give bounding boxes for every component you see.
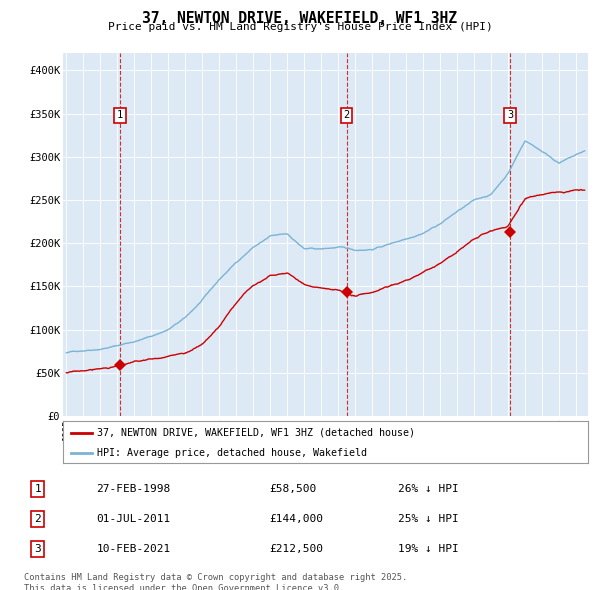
Text: 10-FEB-2021: 10-FEB-2021 xyxy=(97,545,171,554)
Text: 1: 1 xyxy=(35,484,41,494)
Text: 37, NEWTON DRIVE, WAKEFIELD, WF1 3HZ (detached house): 37, NEWTON DRIVE, WAKEFIELD, WF1 3HZ (de… xyxy=(97,428,415,438)
Text: 25% ↓ HPI: 25% ↓ HPI xyxy=(398,514,458,524)
Text: £58,500: £58,500 xyxy=(269,484,317,494)
Text: HPI: Average price, detached house, Wakefield: HPI: Average price, detached house, Wake… xyxy=(97,448,367,457)
Text: 01-JUL-2011: 01-JUL-2011 xyxy=(97,514,171,524)
Text: Price paid vs. HM Land Registry's House Price Index (HPI): Price paid vs. HM Land Registry's House … xyxy=(107,22,493,32)
Text: 2: 2 xyxy=(35,514,41,524)
Text: 3: 3 xyxy=(35,545,41,554)
Text: Contains HM Land Registry data © Crown copyright and database right 2025.
This d: Contains HM Land Registry data © Crown c… xyxy=(24,573,407,590)
Text: 19% ↓ HPI: 19% ↓ HPI xyxy=(398,545,458,554)
Text: 37, NEWTON DRIVE, WAKEFIELD, WF1 3HZ: 37, NEWTON DRIVE, WAKEFIELD, WF1 3HZ xyxy=(143,11,458,25)
Text: £144,000: £144,000 xyxy=(269,514,323,524)
Text: 3: 3 xyxy=(507,110,513,120)
Text: 2: 2 xyxy=(344,110,350,120)
Text: 27-FEB-1998: 27-FEB-1998 xyxy=(97,484,171,494)
Text: 26% ↓ HPI: 26% ↓ HPI xyxy=(398,484,458,494)
Text: £212,500: £212,500 xyxy=(269,545,323,554)
Text: 1: 1 xyxy=(117,110,123,120)
